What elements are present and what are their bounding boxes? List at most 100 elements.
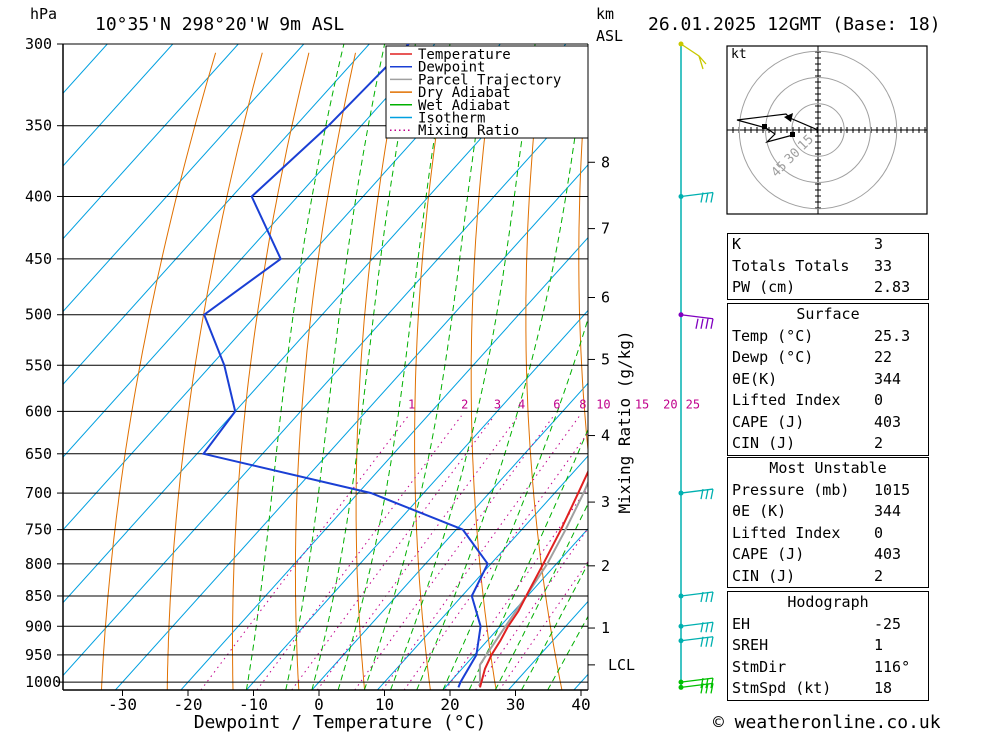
y-tick-label: 700 xyxy=(25,484,52,502)
row-label: Pressure (mb) xyxy=(732,480,850,499)
hodograph-ring xyxy=(738,50,898,210)
wind-barb xyxy=(680,621,714,633)
row-value: 3 xyxy=(874,235,884,253)
row-label: CAPE (J) xyxy=(732,545,805,563)
x-tick-label: 0 xyxy=(314,695,324,714)
mixing-ratio-label: 20 xyxy=(663,397,677,411)
row-value: 1015 xyxy=(874,480,911,499)
dry-adiabat-line xyxy=(101,52,217,690)
y-tick-label: 850 xyxy=(25,587,52,605)
row-value: -25 xyxy=(874,614,902,633)
row-label: SREH xyxy=(732,636,769,654)
wet-adiabat-line xyxy=(442,317,588,690)
dry-adiabat-line xyxy=(166,52,263,690)
mixing-ratio-label: 10 xyxy=(596,397,610,411)
table-row: Lifted Index 0 xyxy=(728,390,928,412)
mixing-ratio-line xyxy=(498,560,588,690)
km-tick-label: 4 xyxy=(601,427,610,445)
wet-adiabat-line xyxy=(285,44,386,690)
y-tick-label: 900 xyxy=(25,617,52,635)
isotherm-line xyxy=(115,164,588,690)
datetime-label: 26.01.2025 12GMT (Base: 18) xyxy=(648,14,941,35)
wind-barb xyxy=(680,636,714,647)
km-tick-label: 3 xyxy=(601,493,610,511)
mixing-ratio-label: 25 xyxy=(686,397,700,411)
y-tick-label: 600 xyxy=(25,402,52,420)
hodograph-unit-label: kt xyxy=(731,47,747,62)
legend-label: Parcel Trajectory xyxy=(418,72,561,88)
wind-barb xyxy=(680,191,714,203)
mixing-ratio-line xyxy=(475,527,588,690)
row-value: 403 xyxy=(874,545,902,563)
row-value: 18 xyxy=(874,679,893,697)
table-row: Lifted Index 0 xyxy=(728,523,928,545)
row-label: θE (K) xyxy=(732,502,787,520)
wet-adiabat-line xyxy=(311,44,416,690)
y-tick-label: 300 xyxy=(25,35,52,53)
y-tick-label: 800 xyxy=(25,555,52,573)
row-value: 2 xyxy=(874,434,884,452)
row-label: CIN (J) xyxy=(732,566,796,585)
table-row: EH -25 xyxy=(728,614,928,636)
row-value: 403 xyxy=(874,412,902,431)
table-row: θE(K) 344 xyxy=(728,369,928,391)
isotherm-line xyxy=(63,44,567,604)
wind-barb xyxy=(680,43,707,70)
isotherm-line xyxy=(377,455,588,690)
row-label: PW (cm) xyxy=(732,278,796,296)
table-row: StmSpd (kt) 18 xyxy=(728,678,928,700)
most-unstable-table: Most Unstable Pressure (mb) 1015 θE (K) 344… xyxy=(727,457,929,588)
asl-label: ASL xyxy=(596,27,623,45)
x-tick-label: 20 xyxy=(440,695,459,714)
credit: © weatheronline.co.uk xyxy=(713,712,941,733)
mixing-ratio-label: 3 xyxy=(494,397,501,411)
x-axis-label: Dewpoint / Temperature (°C) xyxy=(194,712,487,733)
km-tick-label: LCL xyxy=(608,656,635,674)
legend-label: Temperature xyxy=(418,47,511,63)
table-row: CAPE (J) 403 xyxy=(728,412,928,434)
y-tick-label: 950 xyxy=(25,646,52,664)
isotherm-line xyxy=(63,91,588,677)
x-tick-label: 30 xyxy=(506,695,525,714)
wind-barb xyxy=(680,488,714,500)
row-label: θE(K) xyxy=(732,369,778,388)
y-tick-label: 650 xyxy=(25,445,52,463)
dewpoint-line xyxy=(201,44,489,688)
most-unstable-title: Most Unstable xyxy=(769,459,887,477)
row-value: 0 xyxy=(874,391,884,409)
km-tick-label: 6 xyxy=(601,289,610,307)
legend-label: Isotherm xyxy=(418,111,485,127)
isotherm-line xyxy=(63,44,239,240)
table-row: StmDir 116° xyxy=(728,657,928,679)
y-tick-label: 500 xyxy=(25,306,52,324)
sounding-profiles xyxy=(201,44,588,688)
table-row: Totals Totals 33 xyxy=(728,256,928,278)
location-title: 10°35'N 298°20'W 9m ASL xyxy=(95,14,344,35)
km-tick-label: 1 xyxy=(601,619,610,637)
row-value: 344 xyxy=(874,502,902,520)
mixing-ratio-label: 15 xyxy=(635,397,649,411)
isotherm-line xyxy=(63,44,501,531)
km-tick-label: 8 xyxy=(601,153,610,171)
hpa-label: hPa xyxy=(30,5,57,23)
dry-adiabat-line xyxy=(414,52,450,690)
wet-adiabat-line xyxy=(494,502,588,690)
isotherm-line xyxy=(63,44,436,458)
indices-table: K 3 Totals Totals 33 PW (cm) 2.83 xyxy=(727,233,929,300)
y-tick-label: 450 xyxy=(25,250,52,268)
mixing-ratio-line xyxy=(316,415,519,690)
wind-barb xyxy=(680,314,714,329)
legend-label: Wet Adiabat xyxy=(418,98,511,114)
x-tick-label: -10 xyxy=(239,695,268,714)
row-value: 344 xyxy=(874,369,902,388)
mixing-ratio-labels: 1 2 3 4 6 8 10 15 20 25 xyxy=(408,397,700,411)
table-row: Dewp (°C) 22 xyxy=(728,347,928,369)
isotherm-line xyxy=(246,309,588,690)
table-row: Temp (°C) 25.3 xyxy=(728,326,928,348)
mixing-ratio-line xyxy=(291,415,495,690)
dry-adiabat-line xyxy=(470,52,497,690)
isotherm-line xyxy=(442,528,588,690)
dry-adiabat-line xyxy=(525,52,563,690)
